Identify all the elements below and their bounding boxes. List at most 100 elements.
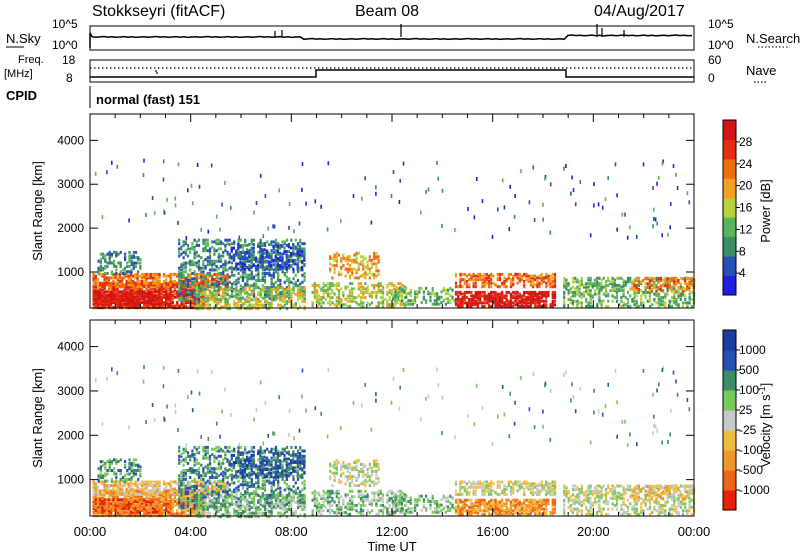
velocity-cell [145, 503, 148, 507]
power-cell [444, 288, 447, 292]
power-cell [281, 244, 284, 248]
power-cell [129, 281, 133, 285]
power-cell [362, 262, 365, 266]
power-cell [651, 280, 654, 284]
velocity-cell [96, 508, 100, 512]
power-cell [248, 253, 251, 257]
power-cell [362, 285, 365, 289]
power-cell [195, 243, 198, 247]
power-cell [474, 274, 477, 278]
power-cell [540, 292, 543, 296]
power-cell [222, 287, 225, 291]
power-cell [604, 290, 608, 294]
velocity-cell [173, 496, 177, 500]
power-cell [677, 296, 680, 300]
power-cell [124, 266, 127, 270]
velocity-cell [162, 512, 166, 516]
power-cell [631, 299, 634, 303]
power-cell [270, 258, 273, 261]
power-cell [132, 266, 135, 270]
power-cell [123, 295, 126, 299]
power-cell [465, 301, 469, 305]
power-cell [668, 280, 671, 284]
power-cell [580, 282, 583, 286]
power-cell [195, 286, 198, 290]
power-cell [124, 258, 127, 261]
power-cell [182, 283, 185, 287]
power-cell [149, 295, 152, 299]
power-cell [116, 285, 119, 289]
power-cell [193, 301, 196, 304]
velocity-cell [110, 498, 113, 502]
power-cell [154, 276, 157, 280]
velocity-cell [176, 498, 179, 502]
power-cell [587, 285, 590, 289]
velocity-cell [101, 505, 104, 509]
power-cell [516, 294, 519, 298]
power-cell [277, 273, 280, 277]
power-cell [433, 302, 436, 306]
power-cell [252, 294, 256, 298]
nsky-trace [89, 32, 693, 48]
power-cell [244, 238, 247, 242]
power-cell [195, 307, 198, 311]
power-cell [375, 294, 378, 298]
power-cell [313, 287, 316, 291]
velocity-cell [151, 500, 155, 503]
velocity-cell [94, 496, 97, 500]
power-cell [492, 294, 495, 298]
power-cell [114, 292, 117, 296]
power-cell [235, 279, 238, 282]
power-cell [255, 282, 258, 286]
power-cell [294, 258, 297, 262]
power-cell [176, 302, 179, 306]
power-cell [686, 301, 689, 305]
power-cell [191, 294, 194, 297]
power-cell [672, 284, 676, 288]
power-cell [246, 277, 249, 281]
power-cell [125, 292, 128, 296]
power-cell [303, 305, 306, 309]
power-cell [288, 300, 291, 304]
power-cell [351, 292, 354, 296]
power-cell [132, 295, 135, 299]
power-cell [121, 281, 124, 285]
power-cell [139, 266, 142, 270]
velocity-cell [149, 503, 152, 507]
velocity-cell [136, 500, 139, 503]
power-cell [224, 266, 227, 270]
power-cell [219, 300, 223, 304]
power-cell [681, 304, 685, 308]
power-cell [163, 210, 166, 215]
power-cell [228, 238, 231, 242]
power-colorbar-segment [723, 217, 736, 238]
power-cell [193, 261, 196, 265]
power-cell [505, 299, 508, 303]
power-cell [311, 303, 314, 307]
power-cell [651, 283, 654, 287]
power-cell [138, 304, 141, 308]
power-cell [315, 283, 319, 287]
power-cell [263, 267, 266, 271]
power-cell [219, 287, 223, 291]
power-cell [633, 303, 636, 307]
power-cell [279, 243, 282, 247]
power-cell [366, 265, 369, 269]
power-cell [176, 294, 179, 297]
power-cell [226, 298, 229, 302]
power-cell [639, 280, 643, 284]
power-cell [553, 303, 557, 307]
power-cell [303, 279, 306, 282]
power-cell [255, 303, 258, 307]
power-cell [675, 277, 678, 281]
power-cell [600, 304, 603, 308]
power-cell [351, 287, 354, 291]
power-cell [529, 290, 532, 294]
power-cell [479, 292, 482, 296]
velocity-cell [145, 507, 148, 511]
power-cell [542, 278, 546, 282]
velocity-heatmap [92, 365, 696, 519]
power-cell [118, 292, 122, 296]
velocity-cell [96, 507, 100, 511]
power-cell [576, 289, 579, 293]
